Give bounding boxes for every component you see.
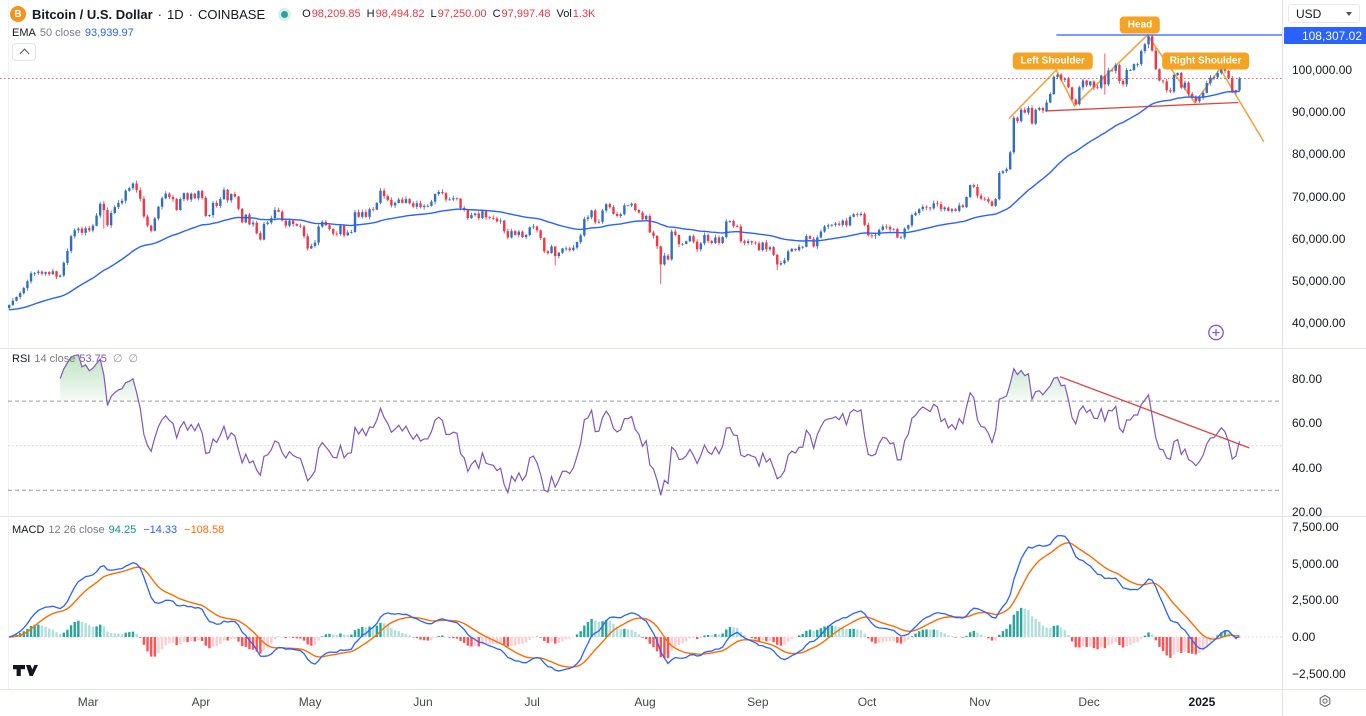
ohlc-values: O 98,209.85 H 98,494.82 L 97,250.00 C 97… bbox=[302, 8, 601, 20]
settings-icon[interactable] bbox=[1318, 694, 1332, 713]
rsi-tick-label: 80.00 bbox=[1292, 371, 1323, 386]
rsi-tick-label: 40.00 bbox=[1292, 460, 1323, 475]
ema-indicator-row[interactable]: EMA 50 close 93,939.97 bbox=[12, 27, 134, 39]
macd-tick-label: 2,500.00 bbox=[1292, 593, 1339, 608]
chevron-up-icon bbox=[19, 48, 29, 59]
rsi-params: 14 close bbox=[34, 352, 76, 365]
macd-params: 12 26 close bbox=[48, 524, 105, 536]
time-axis-label: Aug bbox=[634, 695, 656, 709]
currency-value: USD bbox=[1296, 6, 1322, 21]
close-label: C bbox=[492, 8, 501, 20]
time-axis-label: May bbox=[298, 695, 322, 709]
currency-dropdown[interactable]: USD bbox=[1288, 4, 1360, 23]
macd-signal-value: −108.58 bbox=[184, 524, 225, 536]
price-tick-label: 50,000.00 bbox=[1292, 273, 1346, 288]
macd-indicator-row[interactable]: MACD 12 26 close 94.25 −14.33 −108.58 bbox=[12, 524, 224, 536]
pattern-label[interactable]: Head bbox=[1119, 16, 1161, 34]
symbol-header[interactable]: B Bitcoin / U.S. Dollar · 1D · COINBASE … bbox=[10, 6, 601, 22]
time-axis-label: Sep bbox=[747, 695, 769, 709]
macd-tick-label: −2,500.00 bbox=[1292, 666, 1346, 681]
macd-tick-label: 0.00 bbox=[1292, 630, 1316, 644]
exchange-label: COINBASE bbox=[197, 6, 266, 22]
macd-name: MACD bbox=[12, 524, 45, 536]
price-tick-label: 100,000.00 bbox=[1292, 63, 1353, 78]
price-line-tag[interactable]: 108,307.02 bbox=[1284, 27, 1366, 44]
time-axis-label: Mar bbox=[77, 695, 99, 709]
symbol-name: Bitcoin / U.S. Dollar bbox=[32, 6, 153, 22]
rsi-value: 53.75 bbox=[79, 352, 107, 365]
rsi-tick-label: 20.00 bbox=[1292, 505, 1323, 520]
macd-line-value: −14.33 bbox=[143, 524, 178, 536]
high-label: H bbox=[366, 8, 375, 20]
price-tick-label: 90,000.00 bbox=[1292, 105, 1346, 120]
title-separator: · bbox=[157, 6, 162, 22]
time-axis-label: Apr bbox=[191, 695, 211, 709]
macd-tick-label: 7,500.00 bbox=[1292, 519, 1339, 534]
pattern-label[interactable]: Left Shoulder bbox=[1012, 52, 1093, 70]
low-label: L bbox=[430, 8, 437, 20]
macd-hist-value: 94.25 bbox=[108, 524, 137, 536]
title-separator: · bbox=[188, 6, 193, 22]
pattern-label[interactable]: Right Shoulder bbox=[1161, 52, 1250, 70]
price-tick-label: 80,000.00 bbox=[1292, 147, 1346, 162]
interval-label: 1D bbox=[166, 6, 184, 22]
volume-label: Vol bbox=[556, 8, 572, 20]
time-axis-label: Jun bbox=[413, 695, 433, 709]
ema-params: 50 close bbox=[39, 27, 81, 39]
time-axis-label: Nov bbox=[969, 695, 991, 709]
volume-value: 1.3K bbox=[572, 8, 596, 20]
bitcoin-icon: B bbox=[10, 6, 26, 22]
empty-value-icon: ∅ bbox=[128, 353, 139, 365]
price-tick-label: 60,000.00 bbox=[1292, 231, 1346, 246]
tradingview-logo[interactable] bbox=[12, 663, 38, 683]
rsi-tick-label: 60.00 bbox=[1292, 416, 1323, 431]
time-axis-label: 2025 bbox=[1188, 695, 1216, 709]
low-value: 97,250.00 bbox=[437, 8, 487, 20]
time-axis-label: Dec bbox=[1078, 695, 1100, 709]
macd-tick-label: 5,000.00 bbox=[1292, 556, 1339, 571]
collapse-indicators-button[interactable] bbox=[12, 43, 36, 61]
time-axis-label: Oct bbox=[857, 695, 877, 709]
price-tick-label: 40,000.00 bbox=[1292, 316, 1346, 331]
chevron-down-icon bbox=[1346, 11, 1352, 16]
open-label: O bbox=[302, 8, 311, 20]
empty-value-icon: ∅ bbox=[112, 353, 123, 365]
time-axis-label: Jul bbox=[524, 695, 540, 709]
close-value: 97,997.48 bbox=[501, 8, 551, 20]
ema-name: EMA bbox=[12, 27, 36, 39]
rsi-indicator-row[interactable]: RSI 14 close 53.75 ∅ ∅ bbox=[12, 352, 139, 366]
market-status-dot bbox=[281, 10, 289, 18]
plus-circle-icon[interactable] bbox=[1207, 323, 1225, 346]
ema-value: 93,939.97 bbox=[84, 27, 134, 39]
rsi-name: RSI bbox=[12, 352, 31, 365]
open-value: 98,209.85 bbox=[311, 8, 361, 20]
high-value: 98,494.82 bbox=[375, 8, 425, 20]
price-tick-label: 70,000.00 bbox=[1292, 189, 1346, 204]
